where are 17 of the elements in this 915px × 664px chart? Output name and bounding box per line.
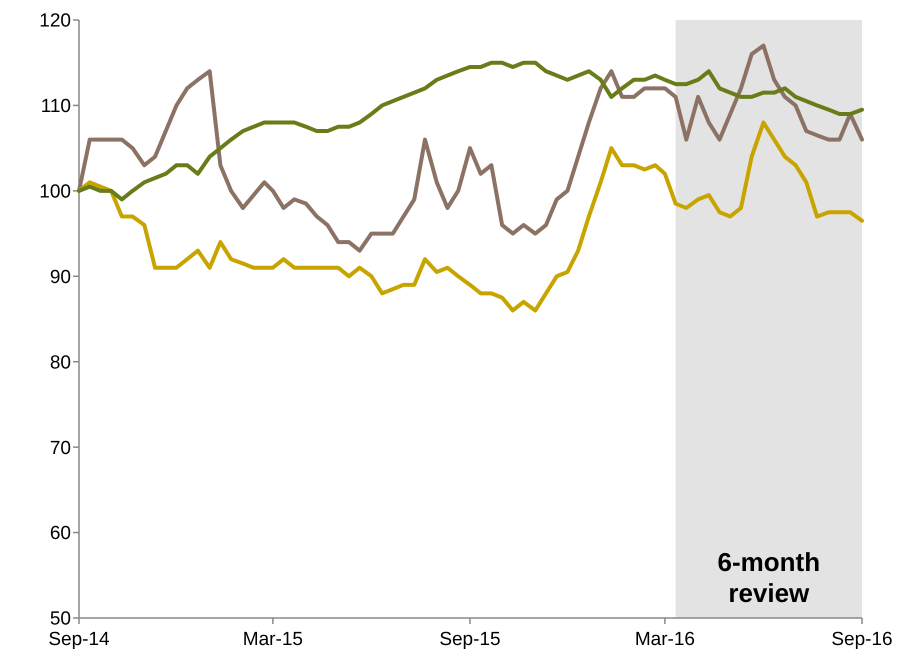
line-series (77, 60, 864, 202)
y-tick-label: 80 (50, 352, 71, 374)
y-tick-label: 50 (50, 608, 71, 630)
y-tick-label: 120 (39, 10, 71, 32)
x-tick-label: Sep-16 (831, 629, 893, 650)
x-tick-label: Mar-15 (242, 629, 303, 650)
y-tick-label: 100 (39, 182, 71, 203)
x-tick-label: Mar-16 (634, 629, 696, 650)
y-tick-label: 90 (50, 266, 71, 288)
x-tick-label: Sep-14 (48, 629, 110, 650)
x-tick-label: Sep-15 (439, 629, 501, 650)
line-series (77, 44, 864, 253)
y-tick-label: 70 (50, 438, 71, 459)
y-tick-label: 110 (40, 96, 71, 118)
y-tick-label: 60 (50, 523, 71, 544)
band-label: 6-month review (718, 547, 820, 608)
line-series (77, 120, 864, 312)
